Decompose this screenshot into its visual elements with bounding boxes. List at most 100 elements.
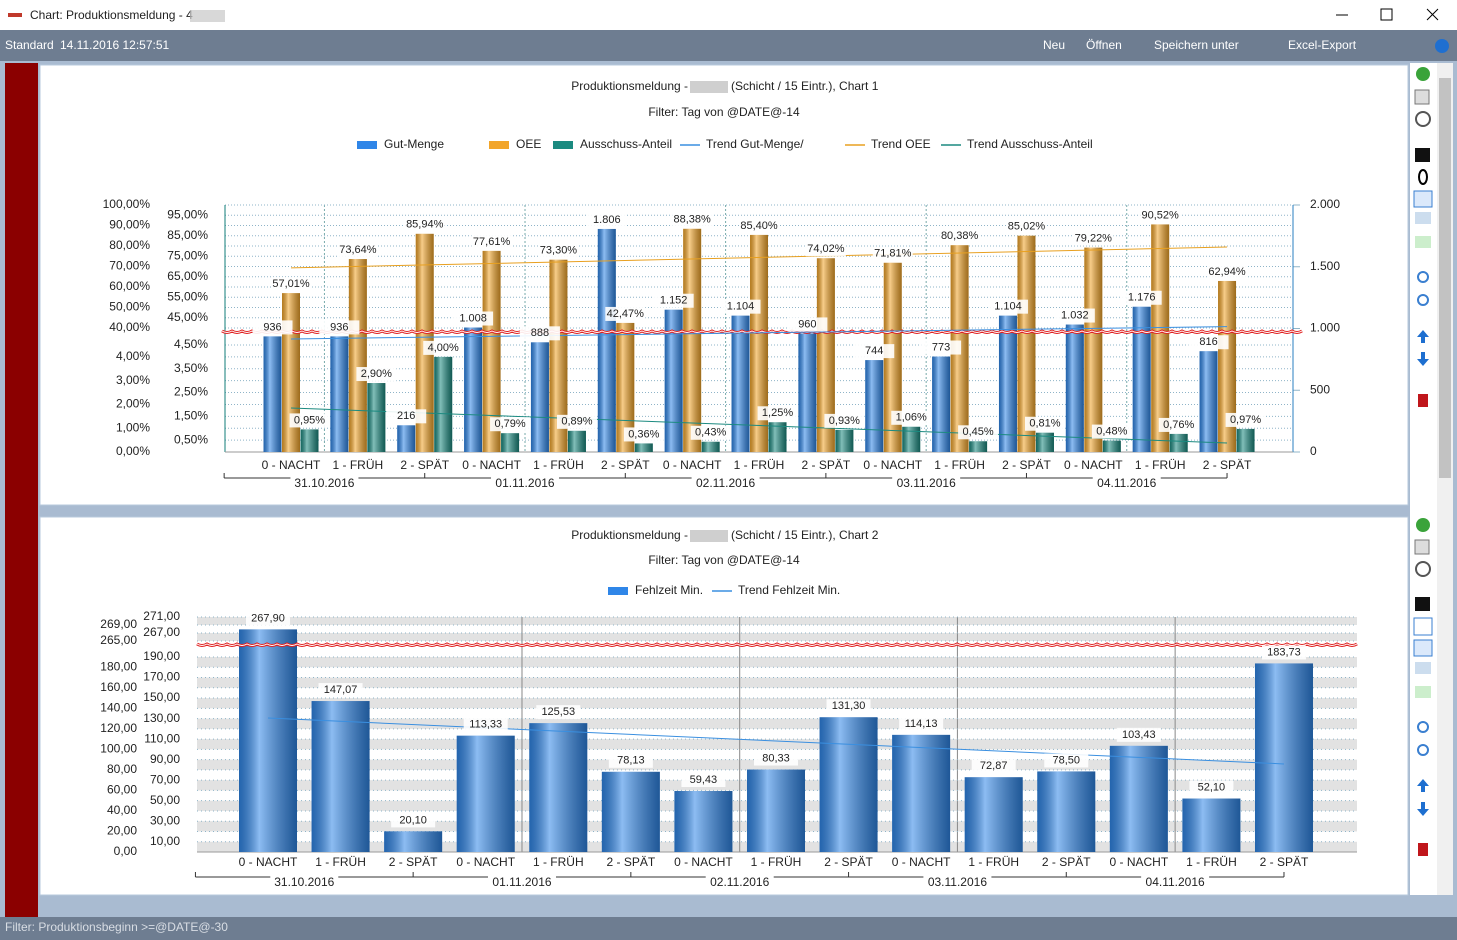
- value-label: 4,00%: [428, 342, 459, 354]
- value-label: 744: [865, 345, 883, 357]
- x-tick-label: 2 - SPÄT: [389, 855, 438, 869]
- down-icon[interactable]: [1417, 352, 1429, 366]
- bar-shine: [902, 426, 921, 452]
- value-label: 2,90%: [361, 368, 392, 380]
- menu-item[interactable]: Speichern unter: [1154, 38, 1239, 52]
- series-icon[interactable]: [1415, 212, 1431, 224]
- bar-shine: [501, 433, 520, 452]
- x-tick-label: 2 - SPÄT: [1260, 855, 1309, 869]
- bar-shine: [768, 422, 787, 452]
- value-label-bg: [490, 417, 531, 432]
- settings-icon[interactable]: [1415, 561, 1431, 577]
- value-label-bg: [872, 246, 913, 261]
- bar-shine: [311, 701, 370, 852]
- value-label-bg: [556, 414, 597, 429]
- delete-icon[interactable]: [1418, 394, 1428, 407]
- y-tick-label: 170,00: [143, 670, 180, 684]
- value-label-bg: [536, 705, 581, 720]
- value-label-bg: [1006, 219, 1047, 234]
- toolbar: [0, 30, 1457, 61]
- view-name[interactable]: Standard: [5, 38, 54, 52]
- copy-icon[interactable]: [1414, 539, 1430, 555]
- bar-shine: [1199, 351, 1218, 452]
- maximize-button[interactable]: [1380, 8, 1393, 21]
- zoom-in-icon[interactable]: [1417, 721, 1429, 733]
- x-tick-label: 1 - FRÜH: [333, 458, 384, 472]
- calendar-icon[interactable]: [1415, 148, 1430, 162]
- up-icon[interactable]: [1417, 779, 1429, 792]
- bar-shine: [330, 336, 349, 452]
- y-tick-label: 1,00%: [116, 420, 150, 434]
- bar-shine: [1035, 432, 1054, 452]
- bar-shine: [567, 430, 586, 452]
- grid-band: [197, 657, 1357, 668]
- zero-icon[interactable]: [1413, 617, 1433, 636]
- group-label-bg: [290, 477, 359, 491]
- bar-shine: [597, 228, 616, 452]
- chart-icon[interactable]: [1413, 639, 1433, 657]
- zoom-out-icon[interactable]: [1417, 294, 1429, 306]
- grid-band: [197, 718, 1357, 729]
- y-tick-label: 1,50%: [174, 409, 208, 423]
- value-label-bg: [672, 212, 713, 227]
- zoom-in-icon[interactable]: [1417, 271, 1429, 283]
- value-label: 0,79%: [494, 418, 525, 430]
- bar-shine: [1182, 798, 1241, 852]
- up-icon[interactable]: [1417, 330, 1429, 343]
- help-button[interactable]: [1435, 39, 1449, 53]
- group-label: 03.11.2016: [928, 875, 987, 889]
- group-label: 04.11.2016: [1097, 476, 1156, 490]
- scrollbar-thumb[interactable]: [1439, 78, 1451, 478]
- close-button[interactable]: [1426, 8, 1439, 21]
- x-tick-label: 0 - NACHT: [1064, 458, 1123, 472]
- x-tick-label: 0 - NACHT: [663, 458, 722, 472]
- bar-shine: [529, 723, 588, 852]
- delete-icon[interactable]: [1418, 843, 1428, 856]
- value-label: 1.032: [1061, 309, 1089, 321]
- value-label-bg: [463, 717, 508, 732]
- menu-item[interactable]: Öffnen: [1086, 38, 1122, 52]
- value-label: 62,94%: [1208, 266, 1246, 278]
- y-tick-label: 100,00%: [103, 197, 151, 211]
- chart-icon[interactable]: [1413, 190, 1433, 208]
- y-tick-label: 0: [1310, 444, 1317, 458]
- refresh-icon[interactable]: [1416, 518, 1430, 532]
- bar-shine: [282, 293, 300, 452]
- grid-band: [197, 677, 1357, 688]
- y-tick-label: 190,00: [143, 649, 180, 663]
- value-label: 0,45%: [962, 426, 993, 438]
- value-label: 1.104: [727, 301, 755, 313]
- settings-icon[interactable]: [1415, 111, 1431, 127]
- grid-band: [197, 617, 1357, 625]
- series-icon[interactable]: [1415, 662, 1431, 674]
- bar-shine: [1218, 280, 1237, 452]
- y-tick-label: 65,00%: [167, 269, 208, 283]
- menu-item[interactable]: Neu: [1043, 38, 1065, 52]
- zero-icon[interactable]: [1418, 169, 1428, 185]
- down-icon[interactable]: [1417, 802, 1429, 816]
- series-icon[interactable]: [1415, 686, 1431, 698]
- x-tick-label: 0 - NACHT: [462, 458, 521, 472]
- value-label-bg: [1140, 208, 1181, 223]
- group-label: 02.11.2016: [710, 875, 769, 889]
- copy-icon[interactable]: [1414, 89, 1430, 105]
- zoom-out-icon[interactable]: [1417, 744, 1429, 756]
- value-label: 79,22%: [1075, 233, 1113, 245]
- bar-shine: [367, 383, 386, 452]
- y-tick-label: 150,00: [143, 690, 180, 704]
- value-label-bg: [586, 212, 627, 227]
- refresh-icon[interactable]: [1416, 67, 1430, 81]
- calendar-icon[interactable]: [1415, 597, 1430, 611]
- group-label-bg: [1092, 477, 1161, 491]
- value-label-bg: [891, 410, 932, 425]
- menu-item[interactable]: Excel-Export: [1288, 38, 1357, 52]
- y-tick-label: 0,50%: [174, 432, 208, 446]
- series-icon[interactable]: [1415, 236, 1431, 248]
- bar-shine: [616, 322, 635, 452]
- y-tick-label: 2,00%: [116, 397, 150, 411]
- blurred-text: [690, 530, 728, 542]
- value-label: 1.806: [593, 214, 621, 226]
- bar-shine: [683, 228, 702, 452]
